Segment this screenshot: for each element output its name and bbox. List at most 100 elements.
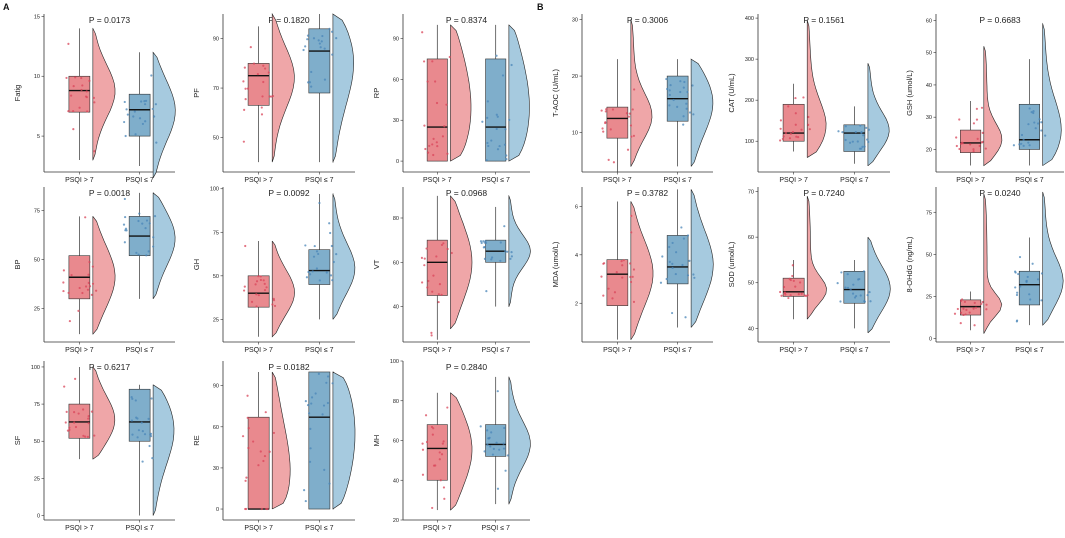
data-point	[422, 60, 426, 63]
data-point	[441, 442, 444, 445]
data-point	[1018, 143, 1021, 146]
data-point	[630, 135, 633, 138]
data-point	[423, 257, 426, 260]
data-point	[808, 128, 811, 131]
data-point	[792, 279, 795, 282]
data-point	[506, 250, 509, 253]
y-tick-label: 50	[926, 51, 932, 57]
data-point	[262, 80, 265, 84]
data-point	[328, 27, 331, 30]
data-point	[124, 229, 127, 232]
data-point	[131, 433, 134, 436]
data-point	[659, 281, 663, 284]
box	[308, 28, 331, 94]
data-point	[1015, 293, 1019, 297]
data-point	[848, 141, 852, 144]
data-point	[866, 138, 869, 141]
data-point	[626, 148, 630, 151]
data-point	[271, 303, 274, 306]
data-point	[508, 118, 511, 121]
data-point	[247, 427, 250, 430]
data-point	[90, 293, 93, 296]
data-point	[968, 311, 971, 314]
data-point	[794, 285, 797, 288]
data-point	[851, 292, 855, 295]
data-point	[784, 131, 788, 135]
panel-label-a: A	[3, 2, 10, 12]
data-point	[73, 421, 76, 424]
data-point	[681, 263, 684, 267]
data-point	[309, 447, 312, 450]
data-point	[498, 448, 501, 451]
data-point	[74, 377, 77, 381]
data-point	[82, 434, 85, 437]
data-point	[496, 115, 499, 118]
data-point	[632, 268, 636, 271]
y-tick-label: 40	[926, 83, 932, 89]
data-point	[123, 241, 126, 244]
x-tick-label: PSQI ≤ 7	[663, 177, 691, 184]
data-point	[140, 421, 143, 424]
data-point	[304, 244, 307, 247]
data-point	[262, 64, 265, 67]
data-point	[70, 273, 73, 277]
data-point	[137, 219, 140, 223]
data-point	[141, 122, 145, 126]
chart-title: P = 0.6683	[979, 15, 1020, 25]
data-point	[1037, 122, 1040, 125]
data-point	[779, 290, 782, 294]
data-point	[124, 215, 127, 219]
data-point	[250, 300, 254, 303]
data-point	[257, 294, 260, 297]
data-point	[259, 450, 262, 453]
data-point	[310, 396, 314, 399]
box	[426, 424, 448, 481]
data-point	[442, 486, 446, 489]
violin-half	[630, 201, 654, 340]
data-point	[682, 86, 685, 89]
violin-half	[630, 19, 653, 167]
data-point	[434, 80, 437, 83]
chart-title: P = 0.7240	[803, 188, 844, 198]
x-tick-label: PSQI > 7	[244, 525, 273, 532]
data-point	[134, 133, 137, 136]
data-point	[974, 306, 978, 309]
chart-panel: P = 0.7240 40 50 60 70 SOD (umol/L) PSQI > 7 PS…	[727, 187, 891, 354]
data-point	[1015, 320, 1018, 323]
data-point	[604, 121, 607, 124]
data-point	[318, 201, 321, 205]
data-point	[682, 123, 685, 126]
data-point	[331, 382, 334, 385]
y-tick-label: 75	[926, 210, 932, 216]
chart-title: P = 0.0092	[268, 188, 309, 198]
data-point	[607, 158, 610, 161]
x-tick-label: PSQI ≤ 7	[1015, 177, 1043, 184]
data-point	[503, 143, 507, 146]
data-point	[87, 422, 90, 425]
data-point	[151, 107, 154, 111]
data-point	[1018, 255, 1022, 259]
data-point	[302, 48, 305, 52]
data-point	[257, 275, 260, 278]
x-tick-label: PSQI > 7	[423, 525, 452, 532]
data-point	[797, 293, 800, 296]
data-point	[331, 279, 334, 282]
data-point	[144, 120, 147, 123]
y-axis-label: VT	[372, 259, 381, 269]
data-point	[849, 288, 852, 291]
y-axis-label: CAT (U/mL)	[727, 73, 736, 113]
data-point	[794, 112, 797, 115]
data-point	[272, 431, 276, 435]
data-point	[308, 81, 312, 84]
data-point	[145, 219, 149, 222]
chart-title: P = 0.3782	[627, 188, 668, 198]
data-point	[868, 290, 871, 294]
box	[128, 388, 151, 442]
data-point	[81, 84, 84, 87]
data-point	[317, 39, 320, 42]
box	[782, 103, 805, 142]
data-point	[985, 303, 988, 306]
data-point	[668, 260, 671, 263]
data-point	[788, 137, 792, 140]
data-point	[483, 257, 486, 260]
